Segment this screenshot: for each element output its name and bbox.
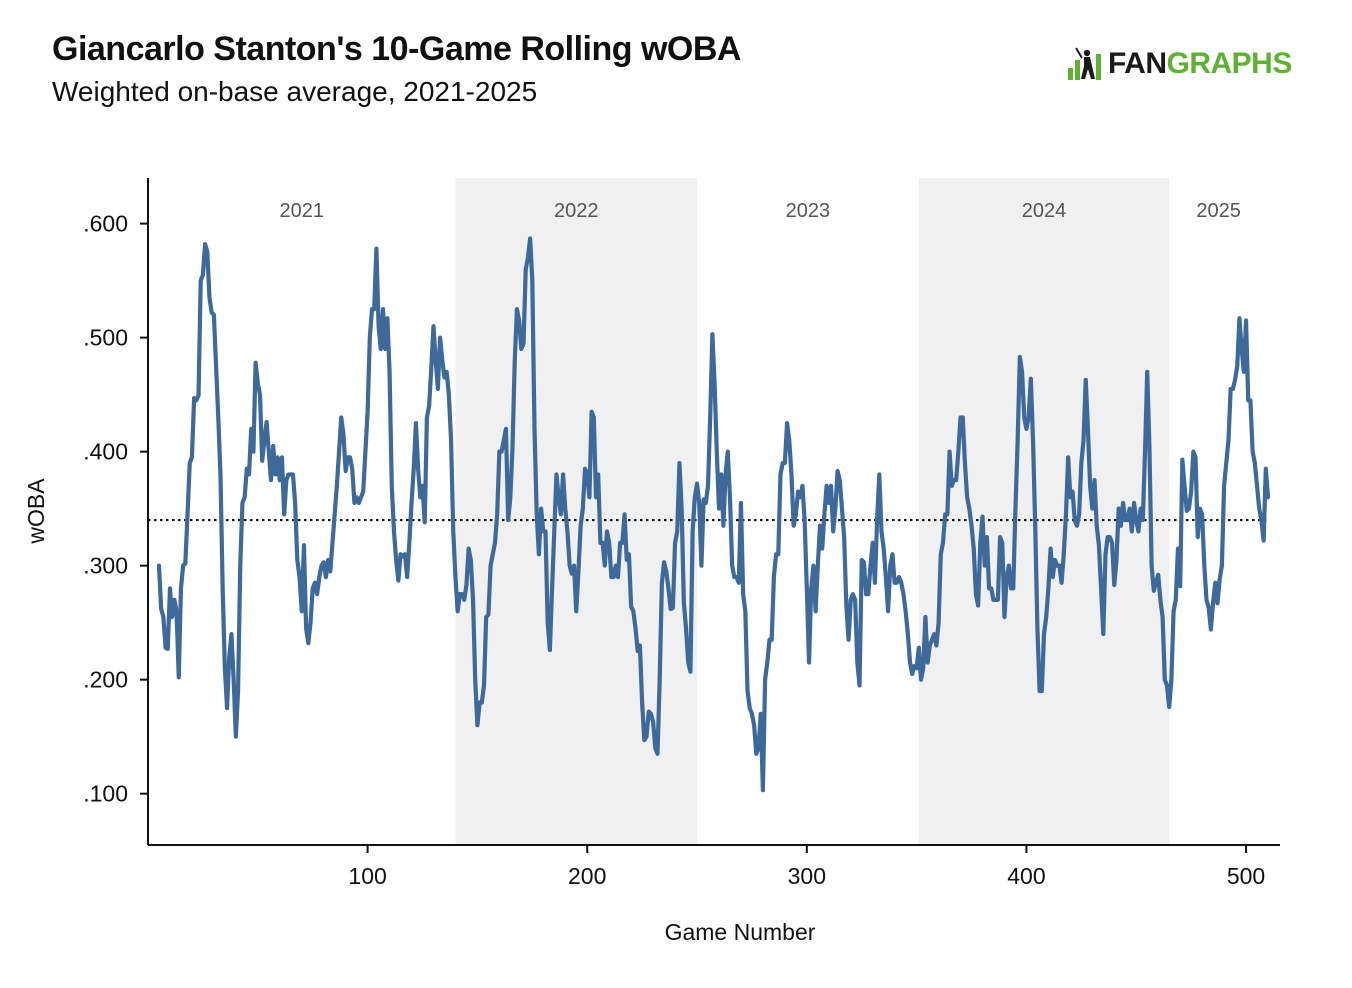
x-tick-label: 300	[788, 863, 826, 889]
chart-title: Giancarlo Stanton's 10-Game Rolling wOBA	[52, 30, 742, 68]
y-axis-label: wOBA	[23, 478, 49, 545]
axes	[147, 178, 1280, 846]
season-labels: 2021 2022 2023 2024 2025	[279, 200, 1240, 222]
series-group	[156, 236, 1271, 793]
chart-subtitle: Weighted on-base average, 2021-2025	[52, 76, 538, 107]
y-tick-label: .600	[83, 211, 128, 237]
y-tick-label: .200	[83, 667, 128, 693]
batter-bars-icon	[1068, 47, 1101, 80]
y-tick-label: .500	[83, 325, 128, 351]
fangraphs-logo[interactable]: FAN GRAPHS	[1066, 44, 1292, 84]
y-ticks: .100 .200 .300 .400 .500 .600	[83, 211, 148, 807]
season-label-2025: 2025	[1196, 200, 1241, 222]
logo-text-graphs: GRAPHS	[1166, 47, 1293, 80]
x-tick-label: 500	[1227, 863, 1265, 889]
season-band-2022	[455, 178, 698, 845]
x-tick-label: 400	[1007, 863, 1045, 889]
y-tick-label: .300	[83, 553, 128, 579]
y-tick-label: .100	[83, 781, 128, 807]
series-line-woba	[156, 236, 1271, 793]
season-label-2024: 2024	[1022, 200, 1067, 222]
season-label-2023: 2023	[786, 200, 831, 222]
x-tick-label: 100	[348, 863, 386, 889]
season-label-2022: 2022	[554, 200, 599, 222]
season-label-2021: 2021	[279, 200, 324, 222]
x-tick-label: 200	[568, 863, 606, 889]
y-tick-label: .400	[83, 439, 128, 465]
logo-text-fan: FAN	[1108, 47, 1167, 80]
x-axis-label: Game Number	[665, 919, 816, 945]
x-ticks: 100 200 300 400 500	[348, 845, 1265, 889]
